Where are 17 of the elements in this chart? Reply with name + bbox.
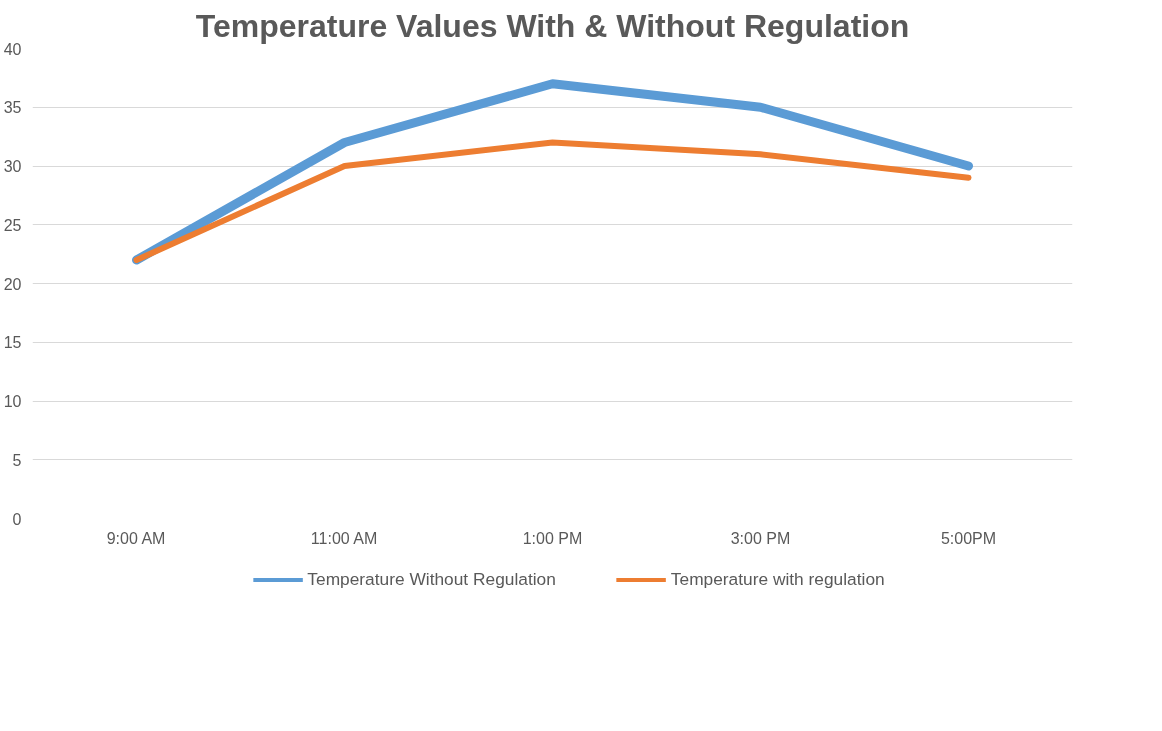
y-tick-label: 0 xyxy=(12,510,22,528)
y-tick-label: 5 xyxy=(12,451,22,469)
x-tick-label: 11:00 AM xyxy=(310,529,378,547)
y-tick-label: 10 xyxy=(3,393,22,410)
y-tick-label: 30 xyxy=(3,158,22,175)
y-tick-label: 35 xyxy=(3,99,22,117)
x-tick-label: 5:00PM xyxy=(940,529,997,547)
y-tick-label: 20 xyxy=(3,275,22,293)
y-tick-label: 15 xyxy=(3,334,22,352)
x-tick-label: 3:00 PM xyxy=(730,529,791,547)
x-tick-label: 9:00 AM xyxy=(106,529,166,547)
x-tick-label: 1:00 PM xyxy=(522,529,583,547)
legend-label: Temperature Without Regulation xyxy=(307,568,556,590)
chart-title: Temperature Values With & Without Regulation xyxy=(195,7,910,44)
y-tick-label: 25 xyxy=(3,216,22,234)
y-tick-label: 40 xyxy=(3,40,22,58)
legend-label: Temperature with regulation xyxy=(670,568,885,590)
